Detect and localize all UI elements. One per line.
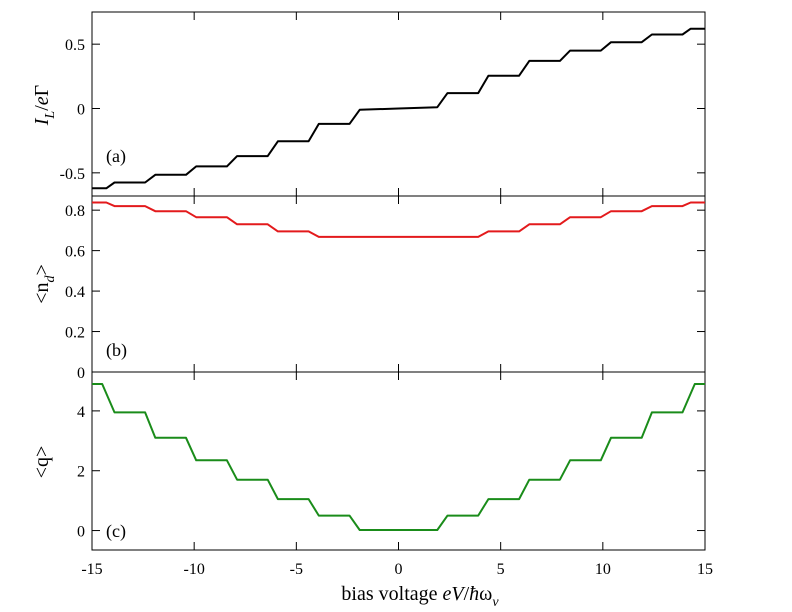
y-tick-label: 0 bbox=[77, 102, 85, 119]
ylabel-c-main: <q> bbox=[31, 446, 53, 479]
x-label-plain: bias voltage bbox=[341, 583, 442, 605]
y-tick-label: 0.8 bbox=[65, 203, 85, 220]
x-axis: -15 -10 -5 0 5 10 15 bbox=[81, 561, 713, 578]
ylabel-a-sub: L bbox=[43, 111, 58, 120]
y-axis-label-b: <nd> bbox=[31, 264, 58, 304]
panel-frame-a bbox=[91, 11, 706, 197]
y-tick-label: 0.5 bbox=[65, 37, 85, 54]
panel-frame-c bbox=[91, 371, 706, 551]
x-label-sub: ν bbox=[492, 595, 499, 610]
panel-label-c: (c) bbox=[106, 521, 126, 542]
x-label-hbar: ħ bbox=[469, 583, 479, 605]
series-line-b bbox=[92, 201, 705, 238]
y-axis-label-a: IL/eΓ bbox=[31, 85, 58, 126]
y-tick-label: 0 bbox=[77, 365, 85, 382]
ylabel-a-main: I bbox=[31, 117, 53, 126]
series-line-a bbox=[92, 27, 705, 190]
x-label-omega: ω bbox=[479, 583, 492, 605]
x-tick-label: 5 bbox=[497, 561, 505, 578]
y-tick-label: -0.5 bbox=[60, 166, 85, 183]
x-axis-label: bias voltage eV/ħων bbox=[341, 583, 499, 610]
x-tick-label: 15 bbox=[697, 561, 713, 578]
panels-group: 0.5 0 -0.5 (a) 0.8 0.6 0.4 0.2 0 (b) 4 2 0 (c) bbox=[60, 11, 706, 551]
x-tick-label: 10 bbox=[595, 561, 611, 578]
ylabel-a-italic2: e bbox=[31, 96, 53, 105]
y-tick-label: 0 bbox=[77, 524, 85, 541]
x-label-slash: / bbox=[464, 583, 470, 605]
x-tick-label: -10 bbox=[184, 561, 205, 578]
y-tick-label: 0.2 bbox=[65, 325, 85, 342]
panel-a: 0.5 0 -0.5 (a) bbox=[60, 11, 706, 197]
y-tick-label: 0.6 bbox=[65, 244, 85, 261]
panel-frame-b bbox=[91, 195, 706, 373]
panel-c: 4 2 0 (c) bbox=[77, 371, 706, 551]
y-axis-label-c: <q> bbox=[31, 446, 53, 479]
panel-b: 0.8 0.6 0.4 0.2 0 (b) bbox=[65, 195, 706, 382]
ylabel-a-rest: / bbox=[31, 105, 53, 111]
x-tick-label: 0 bbox=[395, 561, 403, 578]
panel-label-a: (a) bbox=[106, 146, 126, 167]
y-tick-label: 0.4 bbox=[65, 284, 85, 301]
x-label-italic: eV bbox=[443, 583, 467, 605]
panel-label-b: (b) bbox=[106, 340, 127, 361]
x-tick-label: -15 bbox=[81, 561, 102, 578]
ylabel-b-main: <n bbox=[31, 283, 53, 304]
ylabel-b-sub: d bbox=[43, 275, 58, 283]
ylabel-b-rest: > bbox=[31, 264, 53, 275]
y-tick-label: 2 bbox=[77, 464, 85, 481]
ylabel-a-greek: Γ bbox=[31, 85, 53, 97]
y-tick-label: 4 bbox=[77, 404, 85, 421]
series-line-c bbox=[92, 383, 705, 531]
x-tick-label: -5 bbox=[290, 561, 303, 578]
